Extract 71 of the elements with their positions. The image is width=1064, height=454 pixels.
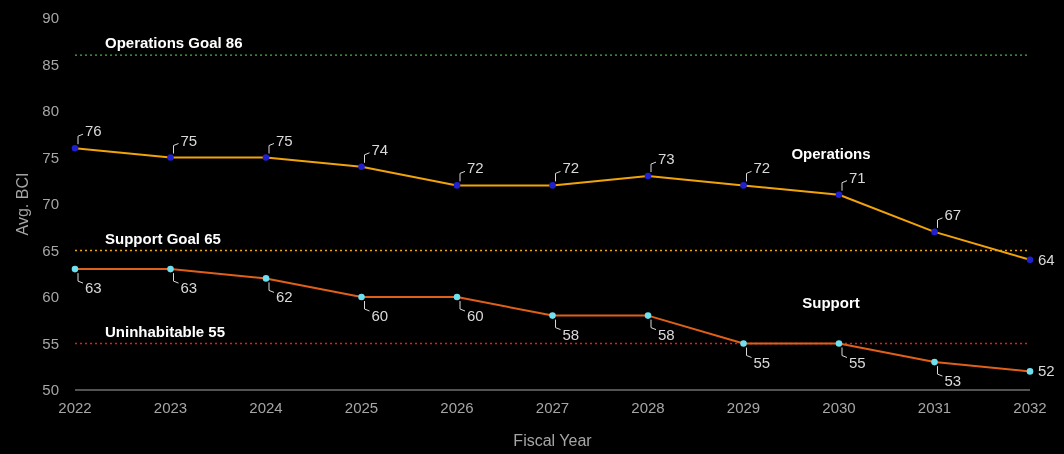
- data-label: 52: [1038, 362, 1055, 380]
- point: [1026, 368, 1034, 375]
- x-tick-label: 2023: [153, 399, 188, 416]
- data-label: 63: [85, 279, 102, 297]
- data-label: 75: [180, 131, 198, 149]
- data-label: 60: [467, 307, 484, 324]
- data-label: 55: [849, 353, 866, 371]
- data-label: 72: [562, 159, 580, 177]
- ref-line-label: Uninhabitable 55: [105, 322, 226, 340]
- x-tick-label: 2026: [440, 399, 474, 416]
- x-tick-label: 2030: [822, 399, 856, 416]
- data-label: 67: [944, 205, 962, 223]
- point: [71, 144, 79, 152]
- y-tick-label: 55: [42, 334, 59, 352]
- point: [740, 340, 747, 347]
- data-label: 71: [849, 168, 866, 186]
- data-label: 53: [944, 372, 962, 390]
- data-label: 60: [371, 307, 389, 324]
- point: [644, 172, 652, 180]
- y-tick-label: 50: [42, 381, 59, 398]
- data-label: 75: [276, 131, 293, 149]
- point: [549, 312, 556, 319]
- ref-line-label: Support Goal 65: [105, 229, 221, 247]
- point: [1026, 256, 1034, 264]
- series-label: Operations: [791, 144, 871, 162]
- point: [262, 154, 270, 161]
- text: Support: [802, 293, 860, 311]
- point: [453, 293, 461, 301]
- y-tick-label: 80: [42, 102, 59, 119]
- y-tick-label: 65: [42, 241, 59, 259]
- point: [835, 340, 843, 347]
- data-label: 62: [276, 288, 293, 306]
- y-tick-label: 75: [42, 148, 59, 166]
- x-tick-label: 2027: [535, 399, 570, 416]
- point: [835, 191, 843, 198]
- y-tick-label: 90: [42, 9, 59, 26]
- point: [644, 312, 652, 319]
- x-tick-label: 2025: [344, 399, 379, 416]
- point: [167, 265, 174, 273]
- x-tick-label: 2022: [58, 399, 92, 416]
- x-tick-label: 2032: [1013, 399, 1047, 416]
- data-label: 55: [753, 353, 771, 371]
- point: [453, 182, 461, 189]
- x-tick-label: 2028: [631, 399, 665, 416]
- point: [740, 182, 747, 189]
- data-label: 58: [562, 325, 580, 343]
- point: [931, 358, 938, 366]
- ref-line-label: Operations Goal 86: [105, 34, 243, 52]
- data-label: 73: [658, 150, 675, 168]
- x-tick-label: 2024: [249, 399, 283, 416]
- data-label: 64: [1038, 250, 1055, 268]
- data-label: 58: [658, 325, 675, 343]
- data-label: 74: [371, 140, 389, 158]
- point: [167, 154, 174, 161]
- x-tick-label: 2031: [917, 399, 952, 416]
- x-axis-title: Fiscal Year: [513, 432, 593, 449]
- y-tick-label: 85: [42, 55, 59, 73]
- data-label: 63: [180, 279, 198, 297]
- y-tick-label: 70: [42, 195, 59, 212]
- point: [71, 265, 79, 273]
- point: [262, 275, 270, 282]
- data-label: 72: [753, 159, 771, 177]
- point: [931, 228, 938, 236]
- y-axis-title: Avg. BCI: [14, 172, 31, 236]
- point: [358, 293, 365, 301]
- data-label: 76: [85, 122, 102, 140]
- x-tick-label: 2029: [726, 399, 761, 416]
- data-label: 72: [467, 159, 484, 177]
- y-tick-label: 60: [42, 288, 59, 305]
- point: [549, 182, 556, 189]
- point: [358, 163, 365, 171]
